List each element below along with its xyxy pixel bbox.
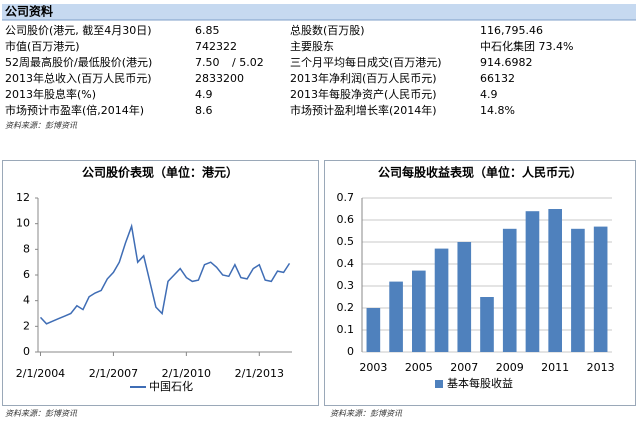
- y-tick-label: 0.7: [337, 191, 355, 204]
- x-tick-label: 2005: [405, 361, 433, 374]
- table-title: 公司资料: [5, 4, 53, 19]
- y-tick-label: 0: [23, 345, 30, 358]
- table-cell: 742322: [195, 40, 237, 53]
- x-tick-label: 2/1/2013: [235, 367, 284, 380]
- x-tick-label: 2/1/2010: [162, 367, 211, 380]
- chart-frame: [2, 160, 319, 406]
- bar: [434, 248, 449, 352]
- table-cell: 116,795.46: [480, 24, 543, 37]
- legend-label: 基本每股收益: [447, 376, 513, 390]
- y-tick-label: 2: [23, 319, 30, 332]
- y-tick-label: 0.2: [337, 301, 355, 314]
- y-tick-label: 4: [23, 294, 30, 307]
- y-tick-label: 0.4: [337, 257, 355, 270]
- x-tick-label: 2011: [541, 361, 569, 374]
- table-cell: 2013年总收入(百万人民币元): [5, 71, 152, 85]
- x-tick-label: 2/1/2004: [16, 367, 65, 380]
- table-cell: 市值(百万港元): [5, 39, 80, 53]
- table-header-bar: [2, 4, 636, 20]
- table-cell: 6.85: [195, 24, 220, 37]
- chart-source: 资料来源：彭博资讯: [5, 409, 78, 418]
- y-tick-label: 10: [16, 217, 30, 230]
- y-tick-label: 0.6: [337, 213, 355, 226]
- x-tick-label: 2007: [450, 361, 478, 374]
- y-tick-label: 6: [23, 268, 30, 281]
- table-cell: 66132: [480, 72, 515, 85]
- table-cell: / 5.02: [232, 56, 264, 69]
- table-cell: 主要股东: [290, 40, 334, 53]
- chart-title: 公司每股收益表现（单位：人民币元）: [378, 165, 582, 180]
- table-cell: 市场预计市盈率(倍,2014年): [5, 103, 144, 117]
- legend-label: 中国石化: [149, 379, 193, 393]
- bar: [389, 281, 403, 352]
- x-tick-label: 2009: [496, 361, 524, 374]
- table-cell: 2833200: [195, 72, 244, 85]
- table-cell: 914.6982: [480, 56, 533, 69]
- table-cell: 4.9: [195, 88, 213, 101]
- table-cell: 三个月平均每日成交(百万港元): [290, 55, 442, 69]
- table-cell: 52周最高股价/最低股价(港元): [5, 55, 152, 69]
- x-tick-label: 2013: [587, 361, 615, 374]
- chart-source: 资料来源：彭博资讯: [330, 409, 403, 418]
- y-tick-label: 0.3: [337, 279, 355, 292]
- table-cell: 总股数(百万股): [290, 23, 365, 37]
- y-tick-label: 0.5: [337, 235, 355, 248]
- x-tick-label: 2/1/2007: [89, 367, 138, 380]
- bar: [593, 226, 608, 352]
- bar: [548, 209, 562, 352]
- y-tick-label: 8: [23, 242, 30, 255]
- table-source: 资料来源：彭博资讯: [5, 121, 78, 130]
- bar: [457, 242, 472, 352]
- legend-swatch: [435, 380, 443, 388]
- table-cell: 2013年净利润(百万人民币元): [290, 71, 437, 85]
- table-cell: 2013年股息率(%): [5, 87, 96, 101]
- bar: [502, 228, 517, 352]
- bar: [366, 308, 381, 352]
- table-cell: 7.50: [195, 56, 220, 69]
- chart-frame: [324, 160, 636, 406]
- y-tick-label: 12: [16, 191, 30, 204]
- price-line: [39, 223, 291, 325]
- table-cell: 2013年每股净资产(人民币元): [290, 87, 437, 101]
- bar: [525, 211, 540, 352]
- y-tick-label: 0: [347, 345, 354, 358]
- table-cell: 14.8%: [480, 104, 515, 117]
- table-cell: 4.9: [480, 88, 498, 101]
- table-cell: 公司股价(港元, 截至4月30日): [5, 23, 152, 37]
- bar: [412, 270, 426, 352]
- table-cell: 市场预计盈利增长率(2014年): [290, 103, 437, 117]
- y-tick-label: 0.1: [337, 323, 355, 336]
- chart-title: 公司股价表现（单位：港元）: [82, 165, 238, 180]
- table-cell: 8.6: [195, 104, 213, 117]
- table-cell: 中石化集团 73.4%: [480, 39, 573, 53]
- bar: [480, 297, 494, 352]
- x-tick-label: 2003: [359, 361, 387, 374]
- bar: [571, 228, 585, 352]
